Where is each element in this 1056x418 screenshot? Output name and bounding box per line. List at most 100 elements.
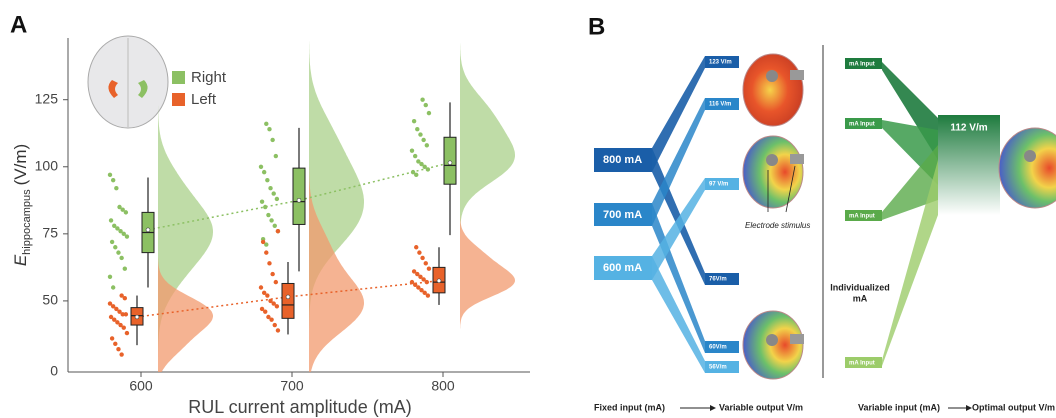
point [426, 293, 430, 297]
y-label-sub: hippocampus [21, 189, 33, 255]
point [427, 267, 431, 271]
point [418, 132, 422, 136]
x-axis-label: RUL current amplitude (mA) [188, 397, 411, 417]
point [116, 250, 120, 254]
box [282, 283, 294, 318]
legend-swatch [172, 71, 185, 84]
input-label: 700 mA [603, 209, 642, 221]
annotation: mA [853, 293, 868, 303]
input-label: 600 mA [603, 262, 642, 274]
point [263, 309, 267, 313]
caption: Variable input (mA) [858, 402, 940, 412]
y-label-unit: (V/m) [11, 144, 30, 186]
x-tick-label: 600 [129, 378, 153, 394]
legend-label: Right [191, 69, 227, 86]
input-label: mA Input [849, 122, 875, 128]
point [264, 250, 268, 254]
input-label: mA Input [849, 361, 875, 367]
mean-dot [297, 198, 301, 202]
annotation: Electrode stimulus [745, 221, 810, 230]
mean-dot [146, 228, 150, 232]
box [293, 168, 305, 224]
point [413, 154, 417, 158]
point [273, 323, 277, 327]
point [267, 127, 271, 131]
point [108, 275, 112, 279]
input-label: mA Input [849, 62, 875, 68]
point [123, 296, 127, 300]
point [276, 229, 280, 233]
point [116, 347, 120, 351]
point [110, 336, 114, 340]
point [125, 234, 129, 238]
point [111, 285, 115, 289]
y-tick-label: 125 [35, 90, 59, 106]
point [124, 312, 128, 316]
point [425, 143, 429, 147]
y-tick-label: 75 [42, 225, 58, 241]
point [259, 285, 263, 289]
mean-dot [448, 161, 452, 165]
point [108, 173, 112, 177]
point [265, 293, 269, 297]
mean-dot [286, 295, 290, 299]
head [999, 128, 1056, 208]
panel-b: B 800 mA 700 mA 600 mA 123 V/m 116 V/m 9… [588, 13, 1056, 412]
point [119, 256, 123, 260]
point [113, 245, 117, 249]
y-axis-label: Ehippocampus (V/m) [11, 144, 32, 266]
caption: Optimal output V/m [972, 402, 1055, 412]
point [421, 138, 425, 142]
point [122, 326, 126, 330]
head [743, 311, 804, 379]
point [417, 250, 421, 254]
point [109, 218, 113, 222]
point [269, 317, 273, 321]
point [412, 119, 416, 123]
point [427, 111, 431, 115]
point [262, 170, 266, 174]
density [460, 43, 515, 231]
caption: Variable output V/m [719, 402, 803, 412]
point [124, 210, 128, 214]
y-tick-label: 100 [35, 157, 59, 173]
point [266, 213, 270, 217]
density [460, 214, 515, 328]
point [275, 197, 279, 201]
point [272, 191, 276, 195]
y-origin-label: 0 [50, 363, 58, 379]
point [265, 178, 269, 182]
point [414, 173, 418, 177]
legend-label: Left [191, 91, 217, 108]
point [420, 98, 424, 102]
point [119, 352, 123, 356]
point [274, 154, 278, 158]
output-label: 56V/m [709, 365, 727, 371]
point [269, 218, 273, 222]
y-tick-label: 50 [42, 292, 58, 308]
x-tick-label: 800 [431, 378, 455, 394]
point [415, 127, 419, 131]
point [268, 186, 272, 190]
x-tick-label: 700 [280, 378, 304, 394]
point [259, 165, 263, 169]
input-label: 800 mA [603, 154, 642, 166]
input-label: mA Input [849, 214, 875, 220]
output-label: 60V/m [709, 345, 727, 351]
point [261, 240, 265, 244]
output-label: 123 V/m [709, 60, 732, 66]
y-label-main: E [11, 254, 30, 266]
mean-dot [135, 315, 139, 319]
point [275, 304, 279, 308]
point [125, 331, 129, 335]
point [264, 122, 268, 126]
figure: A Ehippocampus(V/m) RUL current amplitud… [0, 0, 1056, 418]
output-label: 76V/m [709, 277, 727, 283]
point [267, 261, 271, 265]
point [274, 280, 278, 284]
point [114, 186, 118, 190]
head [743, 136, 804, 208]
point [414, 245, 418, 249]
brain-inset [88, 36, 168, 128]
point [410, 148, 414, 152]
